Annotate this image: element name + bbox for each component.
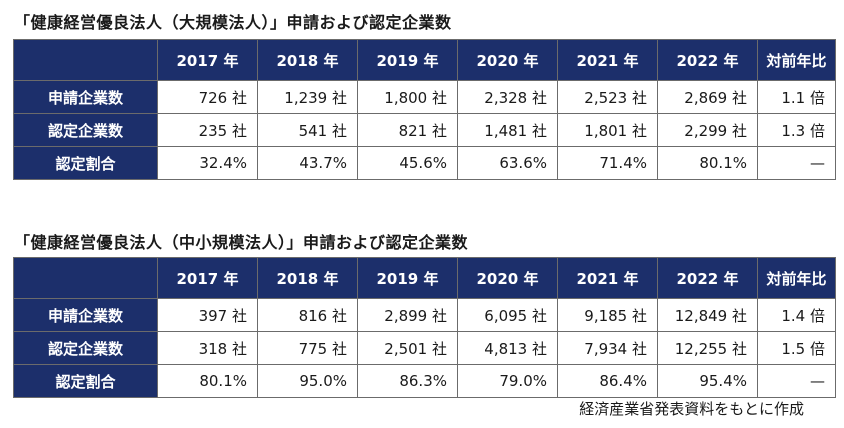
row-label-rate: 認定割合 <box>13 146 158 180</box>
table-header-row: 2017 年 2018 年 2019 年 2020 年 2021 年 2022 … <box>13 257 836 299</box>
table-cell: 1.1 倍 <box>757 80 836 114</box>
table-cell: — <box>757 146 836 180</box>
table-cell: — <box>757 364 836 398</box>
header-2018: 2018 年 <box>257 39 358 81</box>
header-2017: 2017 年 <box>157 39 258 81</box>
table-row: 申請企業数 397 社 816 社 2,899 社 6,095 社 9,185 … <box>13 298 836 332</box>
table-row: 認定割合 80.1% 95.0% 86.3% 79.0% 86.4% 95.4%… <box>13 364 836 398</box>
table-cell: 9,185 社 <box>557 298 658 332</box>
table-cell: 4,813 社 <box>457 331 558 365</box>
table-cell: 318 社 <box>157 331 258 365</box>
table-row: 申請企業数 726 社 1,239 社 1,800 社 2,328 社 2,52… <box>13 80 836 114</box>
header-2019: 2019 年 <box>357 39 458 81</box>
table-cell: 12,849 社 <box>657 298 758 332</box>
table-cell: 2,501 社 <box>357 331 458 365</box>
row-label-certified: 認定企業数 <box>13 331 158 365</box>
table-cell: 95.0% <box>257 364 358 398</box>
header-2020: 2020 年 <box>457 257 558 299</box>
header-2020: 2020 年 <box>457 39 558 81</box>
table-cell: 235 社 <box>157 113 258 147</box>
large-corp-table: 2017 年 2018 年 2019 年 2020 年 2021 年 2022 … <box>13 39 836 180</box>
table-cell: 726 社 <box>157 80 258 114</box>
row-label-applications: 申請企業数 <box>13 298 158 332</box>
table2-title: 「健康経営優良法人（中小規模法人）」申請および認定企業数 <box>14 233 469 252</box>
table-cell: 541 社 <box>257 113 358 147</box>
table-cell: 1.3 倍 <box>757 113 836 147</box>
table-cell: 45.6% <box>357 146 458 180</box>
header-2019: 2019 年 <box>357 257 458 299</box>
header-2022: 2022 年 <box>657 257 758 299</box>
table-row: 認定企業数 318 社 775 社 2,501 社 4,813 社 7,934 … <box>13 331 836 365</box>
table-cell: 2,523 社 <box>557 80 658 114</box>
table-cell: 2,899 社 <box>357 298 458 332</box>
table-cell: 2,869 社 <box>657 80 758 114</box>
table-row: 認定割合 32.4% 43.7% 45.6% 63.6% 71.4% 80.1%… <box>13 146 836 180</box>
table-cell: 7,934 社 <box>557 331 658 365</box>
row-label-certified: 認定企業数 <box>13 113 158 147</box>
table-cell: 1,800 社 <box>357 80 458 114</box>
table-cell: 1,801 社 <box>557 113 658 147</box>
row-label-rate: 認定割合 <box>13 364 158 398</box>
table-cell: 1,239 社 <box>257 80 358 114</box>
table-cell: 775 社 <box>257 331 358 365</box>
table-cell: 80.1% <box>657 146 758 180</box>
source-note: 経済産業省発表資料をもとに作成 <box>579 400 804 418</box>
table-cell: 43.7% <box>257 146 358 180</box>
header-yoy: 対前年比 <box>757 257 836 299</box>
sme-corp-table: 2017 年 2018 年 2019 年 2020 年 2021 年 2022 … <box>13 257 836 398</box>
table-header-row: 2017 年 2018 年 2019 年 2020 年 2021 年 2022 … <box>13 39 836 81</box>
row-label-applications: 申請企業数 <box>13 80 158 114</box>
table-cell: 6,095 社 <box>457 298 558 332</box>
table-cell: 32.4% <box>157 146 258 180</box>
table-row: 認定企業数 235 社 541 社 821 社 1,481 社 1,801 社 … <box>13 113 836 147</box>
table-cell: 2,299 社 <box>657 113 758 147</box>
table-cell: 1.4 倍 <box>757 298 836 332</box>
table-cell: 86.4% <box>557 364 658 398</box>
table-cell: 2,328 社 <box>457 80 558 114</box>
table-cell: 1.5 倍 <box>757 331 836 365</box>
table-cell: 79.0% <box>457 364 558 398</box>
header-corner <box>13 257 158 299</box>
header-2022: 2022 年 <box>657 39 758 81</box>
table-cell: 80.1% <box>157 364 258 398</box>
table-cell: 821 社 <box>357 113 458 147</box>
table-cell: 12,255 社 <box>657 331 758 365</box>
table1-title: 「健康経営優良法人（大規模法人）」申請および認定企業数 <box>14 13 452 32</box>
header-corner <box>13 39 158 81</box>
table-cell: 95.4% <box>657 364 758 398</box>
header-2021: 2021 年 <box>557 39 658 81</box>
table-cell: 816 社 <box>257 298 358 332</box>
table-cell: 71.4% <box>557 146 658 180</box>
header-2017: 2017 年 <box>157 257 258 299</box>
header-yoy: 対前年比 <box>757 39 836 81</box>
table-cell: 63.6% <box>457 146 558 180</box>
header-2021: 2021 年 <box>557 257 658 299</box>
table-cell: 1,481 社 <box>457 113 558 147</box>
table-cell: 86.3% <box>357 364 458 398</box>
header-2018: 2018 年 <box>257 257 358 299</box>
table-cell: 397 社 <box>157 298 258 332</box>
